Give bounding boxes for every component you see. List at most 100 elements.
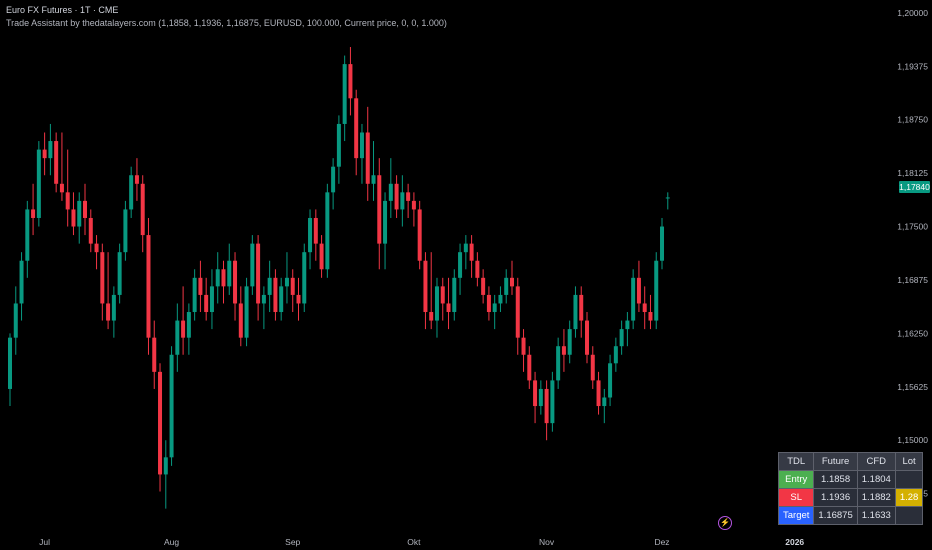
candle-body bbox=[660, 226, 665, 261]
candle-body bbox=[331, 166, 336, 193]
candle-body bbox=[579, 294, 584, 321]
candle-body bbox=[134, 175, 139, 184]
candle-body bbox=[504, 277, 509, 295]
candle-body bbox=[336, 123, 341, 167]
x-tick-label: Dez bbox=[654, 537, 669, 547]
candle-body bbox=[521, 337, 526, 355]
candle-body bbox=[250, 243, 255, 287]
candle-body bbox=[238, 303, 243, 338]
candle-body bbox=[417, 209, 422, 261]
tdl-entry-label: Entry bbox=[779, 471, 814, 488]
candle-body bbox=[486, 294, 491, 313]
candle-body bbox=[515, 286, 520, 338]
tdl-entry-future: 1.1858 bbox=[814, 471, 857, 488]
candle-body bbox=[573, 294, 578, 330]
x-tick-label: Aug bbox=[164, 537, 179, 547]
candle-body bbox=[469, 243, 474, 261]
candle-body bbox=[561, 346, 566, 355]
tdl-row-sl: SL 1.1936 1.1882 1.28 bbox=[779, 489, 923, 506]
candle-body bbox=[13, 303, 18, 338]
candle-body bbox=[186, 312, 191, 338]
candle-body bbox=[463, 243, 468, 253]
candle-body bbox=[83, 200, 88, 218]
candle-body bbox=[123, 209, 128, 253]
candle-body bbox=[359, 132, 364, 159]
candle-body bbox=[400, 192, 405, 210]
y-tick-label: 1,19375 bbox=[897, 61, 928, 71]
candle-body bbox=[94, 243, 99, 253]
candle-body bbox=[406, 192, 411, 201]
candle-body bbox=[423, 260, 428, 313]
x-tick-label: Jul bbox=[39, 537, 50, 547]
tdl-row-target: Target 1.16875 1.1633 bbox=[779, 507, 923, 524]
y-tick-label: 1,18125 bbox=[897, 168, 928, 178]
candle-body bbox=[440, 286, 445, 304]
candle-body bbox=[215, 269, 220, 287]
candle-body bbox=[452, 277, 457, 313]
tdl-header-lot: Lot bbox=[895, 453, 923, 470]
tdl-entry-lot bbox=[895, 471, 923, 488]
candle-body bbox=[590, 354, 595, 381]
candle-body bbox=[25, 209, 30, 261]
candle-body bbox=[209, 286, 214, 313]
tdl-sl-lot: 1.28 bbox=[895, 489, 923, 506]
y-tick-label: 1,17500 bbox=[897, 222, 928, 232]
y-tick-label: 1,15625 bbox=[897, 382, 928, 392]
candle-body bbox=[533, 380, 538, 407]
candle-body bbox=[256, 243, 261, 304]
candle-body bbox=[290, 277, 295, 295]
x-tick-label: Sep bbox=[285, 537, 300, 547]
candle-body bbox=[636, 277, 641, 304]
candle-body bbox=[77, 200, 82, 227]
candle-body bbox=[631, 277, 636, 321]
tdl-table: TDL Future CFD Lot Entry 1.1858 1.1804 S… bbox=[778, 452, 924, 525]
candle-body bbox=[233, 260, 238, 304]
x-tick-label: Okt bbox=[407, 537, 421, 547]
candle-body bbox=[221, 269, 226, 287]
tdl-header-tdl: TDL bbox=[779, 453, 814, 470]
candle-body bbox=[475, 260, 480, 278]
lightning-icon[interactable]: ⚡ bbox=[718, 516, 732, 530]
candle-body bbox=[325, 192, 330, 270]
candle-body bbox=[342, 64, 347, 124]
candle-body bbox=[434, 286, 439, 321]
candle-body bbox=[348, 64, 353, 99]
candle-body bbox=[538, 388, 543, 407]
candle-body bbox=[152, 337, 157, 372]
candle-body bbox=[192, 277, 197, 313]
x-tick-label: 2026 bbox=[785, 537, 804, 547]
candle-body bbox=[117, 252, 122, 295]
candle-body bbox=[100, 252, 105, 304]
candle-body bbox=[313, 217, 318, 244]
candle-body bbox=[71, 209, 76, 227]
candle-body bbox=[308, 217, 313, 253]
candle-body bbox=[613, 346, 618, 364]
candle-body bbox=[31, 209, 36, 218]
tdl-sl-cfd: 1.1882 bbox=[857, 489, 895, 506]
current-price-tag: 1,17840 bbox=[899, 181, 930, 193]
y-tick-label: 1,18750 bbox=[897, 115, 928, 125]
candle-body bbox=[198, 277, 203, 295]
y-tick-label: 1,16250 bbox=[897, 328, 928, 338]
candle-body bbox=[48, 141, 53, 159]
candle-body bbox=[458, 252, 463, 278]
candle-body bbox=[42, 149, 47, 159]
candle-body bbox=[54, 141, 59, 184]
candle-body bbox=[111, 294, 116, 321]
indicator-legend[interactable]: Trade Assistant by thedatalayers.com (1,… bbox=[6, 18, 447, 28]
y-tick-label: 1,15000 bbox=[897, 435, 928, 445]
candle-body bbox=[106, 303, 111, 321]
tdl-target-cfd: 1.1633 bbox=[857, 507, 895, 524]
candle-body bbox=[65, 192, 70, 210]
tdl-target-lot bbox=[895, 507, 923, 524]
candle-body bbox=[279, 286, 284, 313]
candle-body bbox=[665, 197, 670, 199]
candle-body bbox=[509, 277, 514, 287]
candle-body bbox=[608, 363, 613, 398]
candle-body bbox=[481, 277, 486, 295]
tdl-header-row: TDL Future CFD Lot bbox=[779, 453, 923, 470]
candle-body bbox=[544, 388, 549, 424]
candle-body bbox=[8, 337, 12, 389]
candle-body bbox=[284, 277, 289, 287]
